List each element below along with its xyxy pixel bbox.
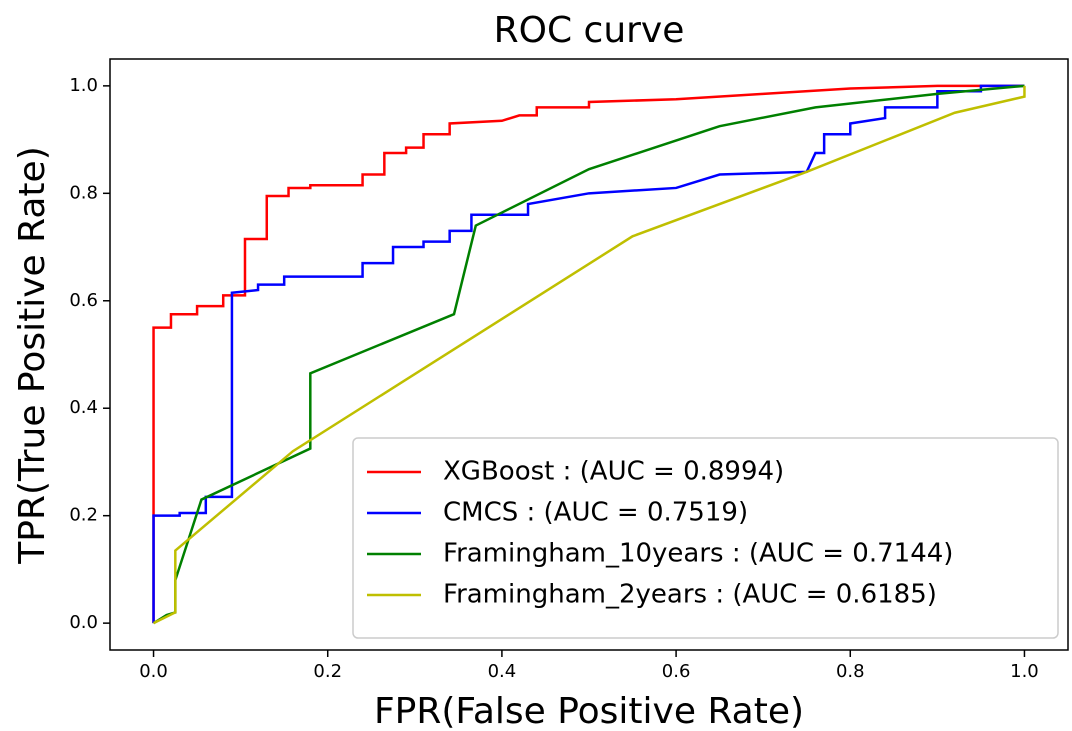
roc-line (152, 84, 1025, 624)
y-tick-label: 0.6 (69, 290, 98, 311)
legend-label: CMCS : (AUC = 0.7519) (443, 498, 748, 528)
x-axis-label: FPR(False Positive Rate) (374, 691, 804, 731)
y-tick-label: 0.0 (69, 612, 98, 633)
roc-line (152, 84, 1025, 624)
x-tick-label: 0.8 (836, 661, 865, 682)
legend-label: Framingham_10years : (AUC = 0.7144) (443, 539, 953, 569)
y-axis-label: TPR(True Positive Rate) (12, 146, 53, 564)
x-tick-label: 0.6 (662, 661, 691, 682)
x-tick-label: 1.0 (1010, 661, 1039, 682)
x-tick-label: 0.2 (313, 661, 342, 682)
y-tick-label: 0.4 (69, 397, 98, 418)
x-tick-label: 0.4 (488, 661, 517, 682)
y-tick-label: 0.8 (69, 182, 98, 203)
legend-label: XGBoost : (AUC = 0.8994) (443, 457, 784, 487)
legend-label: Framingham_2years : (AUC = 0.6185) (443, 580, 937, 610)
legend-box (352, 437, 1059, 639)
roc-line (152, 85, 1026, 625)
y-tick-label: 1.0 (69, 75, 98, 96)
legend: XGBoost : (AUC = 0.8994) CMCS : (AUC = 0.… (352, 437, 1059, 639)
plot-frame (109, 58, 1069, 651)
chart-title: ROC curve (494, 10, 685, 51)
x-tick-label: 0.0 (139, 661, 168, 682)
y-tick-label: 0.2 (69, 505, 98, 526)
